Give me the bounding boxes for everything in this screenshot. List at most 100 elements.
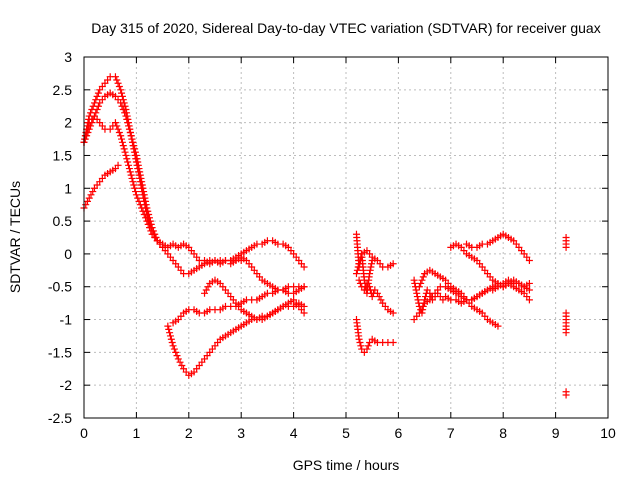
- data-point-track-3: [113, 122, 121, 130]
- data-point-track-2: [93, 106, 101, 114]
- data-point-track-3: [117, 132, 125, 140]
- data-point-track-5: [168, 339, 176, 347]
- data-point-track-5: [167, 335, 175, 343]
- data-point-track-3: [147, 227, 155, 235]
- data-point-track-12: [366, 266, 374, 274]
- data-point-track-15: [417, 279, 425, 287]
- data-point-track-3: [121, 148, 129, 156]
- data-point-track-3: [111, 119, 119, 127]
- data-point-track-3: [134, 194, 142, 202]
- data-point-track-3: [118, 135, 126, 143]
- data-point-track-3: [135, 197, 143, 205]
- data-point-track-1: [113, 76, 121, 84]
- data-point-track-2: [122, 112, 130, 120]
- data-point-track-13: [413, 289, 421, 297]
- data-point-track-1: [118, 89, 126, 97]
- data-point-track-5: [170, 345, 178, 353]
- data-point-track-7: [202, 286, 210, 294]
- data-point-track-1: [114, 79, 122, 87]
- data-point-track-2: [123, 115, 131, 123]
- data-point-track-2: [119, 106, 127, 114]
- x-tick-label: 2: [185, 425, 193, 441]
- data-point-track-2: [125, 125, 133, 133]
- data-point-track-2: [132, 155, 140, 163]
- data-point-track-3: [126, 168, 134, 176]
- data-point-track-4: [114, 161, 122, 169]
- data-point-track-3: [122, 151, 130, 159]
- ticks: 0 1 2 3 4 5 6 7 8 9 10 -2.5 -2 -1.5 -1 -0.5 0 0.5 1 1.5 2 2.5…: [48, 49, 616, 441]
- data-point-track-5: [164, 322, 172, 330]
- data-point-track-2: [131, 151, 139, 159]
- data-point-track-12: [366, 270, 374, 278]
- data-markers: [80, 73, 570, 399]
- data-point-track-1: [118, 92, 126, 100]
- data-point-track-3: [136, 201, 144, 209]
- data-point-track-3: [123, 155, 131, 163]
- data-point-track-16: [525, 279, 533, 287]
- data-point-track-3: [144, 220, 152, 228]
- data-point-track-18: [562, 391, 570, 399]
- data-point-track-15: [494, 322, 502, 330]
- data-point-track-13: [414, 296, 422, 304]
- data-point-track-3: [84, 122, 92, 130]
- data-point-track-3: [125, 161, 133, 169]
- data-point-track-13: [525, 286, 533, 294]
- x-tick-label: 7: [447, 425, 455, 441]
- data-point-track-2: [132, 158, 140, 166]
- data-point-track-3: [128, 174, 136, 182]
- data-point-track-3: [140, 211, 148, 219]
- data-point-track-2: [129, 142, 137, 150]
- data-point-track-1: [94, 89, 102, 97]
- data-point-track-11: [356, 339, 364, 347]
- data-point-track-2: [134, 165, 142, 173]
- y-tick-label: 0.5: [53, 213, 73, 229]
- y-tick-label: 1.5: [53, 147, 73, 163]
- data-point-track-10: [377, 296, 385, 304]
- data-point-track-3: [127, 171, 135, 179]
- data-point-track-3: [130, 181, 138, 189]
- data-point-track-1: [92, 96, 100, 104]
- data-point-track-3: [124, 158, 132, 166]
- data-point-track-5: [178, 361, 186, 369]
- data-point-track-4: [87, 191, 95, 199]
- data-point-track-3: [159, 243, 167, 251]
- data-point-track-2: [136, 178, 144, 186]
- data-point-track-3: [81, 135, 89, 143]
- data-point-track-2: [94, 102, 102, 110]
- data-point-track-9: [389, 260, 397, 268]
- data-point-track-13: [412, 286, 420, 294]
- data-point-track-2: [128, 138, 136, 146]
- y-tick-label: -2: [60, 377, 73, 393]
- data-point-track-5: [165, 325, 173, 333]
- data-point-track-2: [140, 194, 148, 202]
- data-point-track-15: [415, 283, 423, 291]
- data-point-track-12: [368, 256, 376, 264]
- data-point-track-3: [131, 184, 139, 192]
- x-tick-label: 9: [552, 425, 560, 441]
- data-point-track-1: [93, 92, 101, 100]
- data-point-track-10: [389, 309, 397, 317]
- data-point-track-2: [136, 174, 144, 182]
- data-point-track-2: [127, 132, 135, 140]
- data-point-track-3: [119, 142, 127, 150]
- data-point-track-11: [364, 342, 372, 350]
- data-point-track-2: [134, 168, 142, 176]
- data-point-track-3: [83, 125, 91, 133]
- data-point-track-2: [139, 191, 147, 199]
- chart-title: Day 315 of 2020, Sidereal Day-to-day VTE…: [91, 20, 600, 36]
- data-point-track-15: [419, 273, 427, 281]
- y-tick-label: 0: [64, 246, 72, 262]
- data-point-track-5: [169, 342, 177, 350]
- data-point-track-11: [357, 342, 365, 350]
- data-point-track-3: [142, 214, 150, 222]
- data-point-track-2: [130, 148, 138, 156]
- x-tick-label: 0: [80, 425, 88, 441]
- data-point-track-3: [129, 178, 137, 186]
- data-point-track-3: [125, 165, 133, 173]
- data-point-track-1: [300, 263, 308, 271]
- data-point-track-7: [300, 309, 308, 317]
- data-point-track-18: [562, 329, 570, 337]
- plot-frame: [83, 56, 609, 419]
- data-point-track-12: [367, 263, 375, 271]
